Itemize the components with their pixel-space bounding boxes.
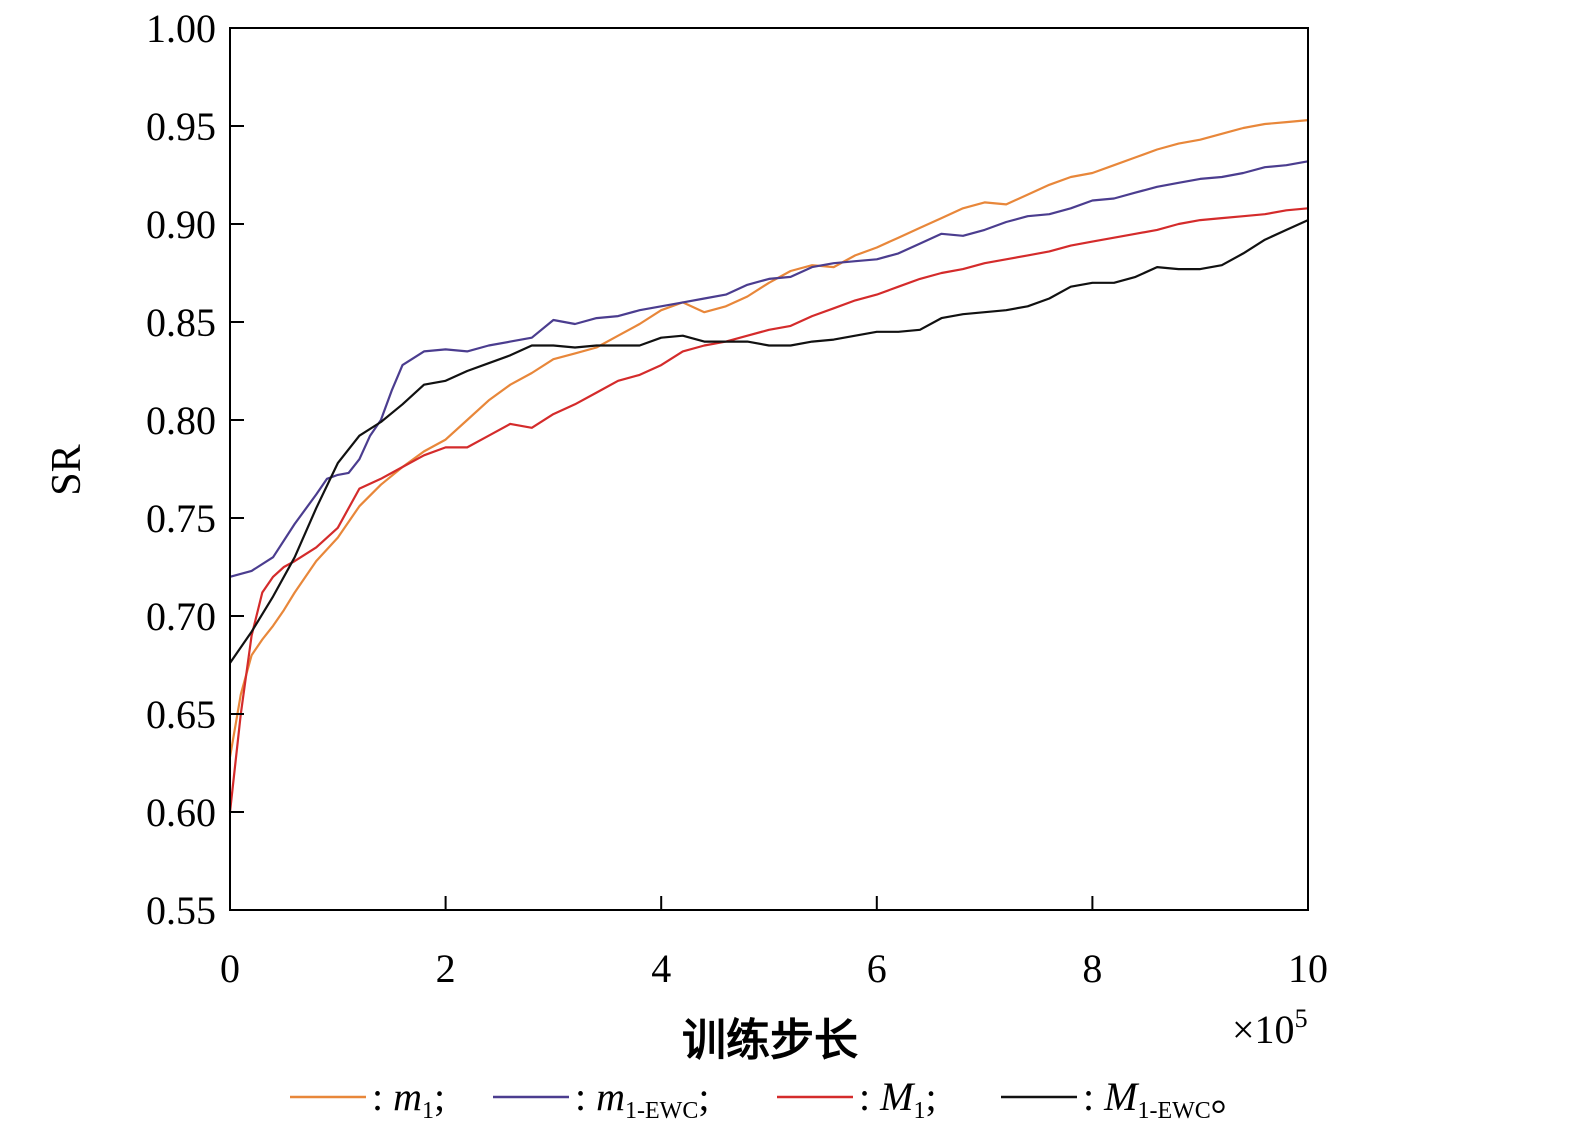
y-axis-label: SR [44, 444, 90, 495]
x-tick-label: 8 [1082, 946, 1102, 991]
x-tick-label: 4 [651, 946, 671, 991]
legend-entry-4: : M1-EWC。 [1083, 1074, 1251, 1124]
x-multiplier-exponent: 5 [1295, 1004, 1308, 1033]
x-axis-multiplier: ×105 [1232, 1004, 1308, 1052]
y-tick-label: 0.60 [146, 790, 216, 835]
x-axis-ticks: 0 2 4 6 8 10 [220, 896, 1328, 991]
x-tick-label: 6 [867, 946, 887, 991]
series-line-4 [229, 219, 1309, 664]
y-tick-label: 0.70 [146, 594, 216, 639]
series-line-3 [228, 207, 1309, 813]
y-tick-label: 0.90 [146, 202, 216, 247]
x-multiplier-base: ×10 [1232, 1007, 1295, 1052]
y-tick-label: 0.95 [146, 104, 216, 149]
plot-frame [229, 27, 1309, 911]
x-tick-label: 2 [436, 946, 456, 991]
x-tick-label: 0 [220, 946, 240, 991]
y-tick-label: 0.80 [146, 398, 216, 443]
legend-entry-2: : m1-EWC; [575, 1074, 709, 1124]
y-tick-label: 0.65 [146, 692, 216, 737]
legend-entry-1: : m1; [372, 1074, 445, 1124]
legend: : m1; : m1-EWC; : M1; : M1-EWC。 [290, 1074, 1251, 1124]
x-axis-label: 训练步长 [682, 1015, 858, 1066]
x-tick-label: 10 [1288, 946, 1328, 991]
y-tick-label: 0.85 [146, 300, 216, 345]
plot-lines [228, 119, 1309, 813]
y-tick-label: 0.55 [146, 888, 216, 933]
y-tick-label: 0.75 [146, 496, 216, 541]
y-tick-label: 1.00 [146, 6, 216, 51]
y-axis-ticks: 0.55 0.60 0.65 0.70 0.75 0.80 0.85 0.90 0.95 1.00 [146, 6, 244, 933]
series-line-1 [228, 119, 1309, 758]
series-line-2 [229, 160, 1309, 578]
legend-entry-3: : M1; [859, 1074, 937, 1124]
